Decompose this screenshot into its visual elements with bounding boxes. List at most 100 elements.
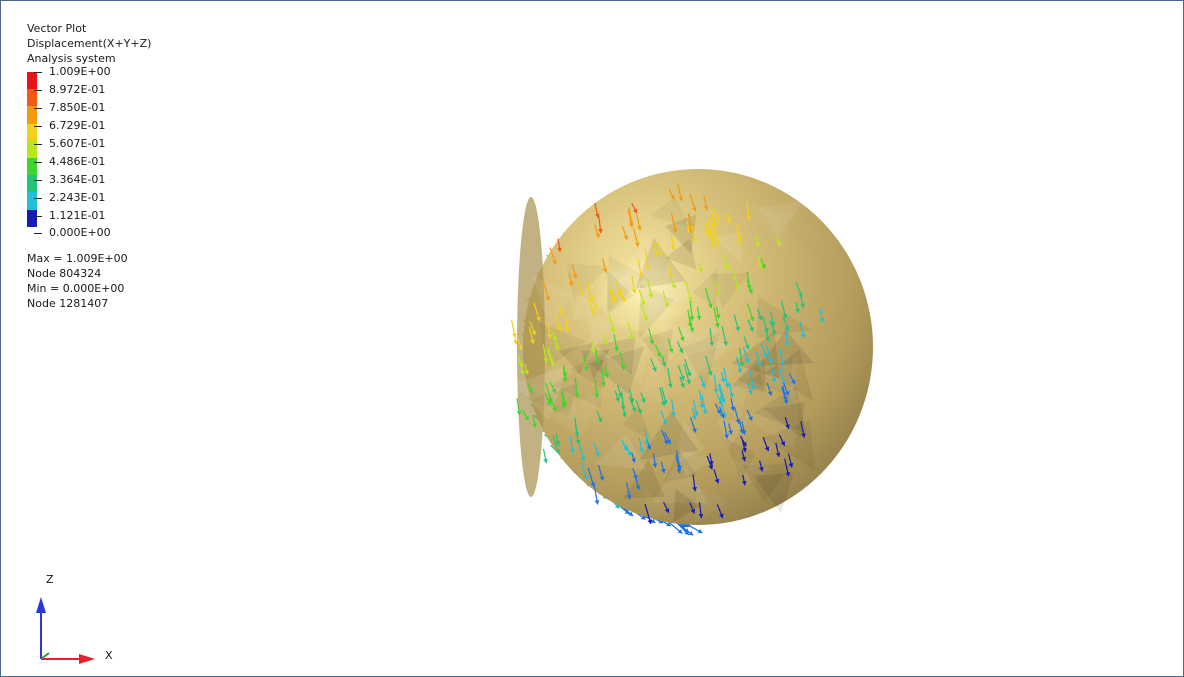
vector-arrowhead	[680, 336, 685, 342]
vector-arrowhead	[712, 238, 717, 244]
sphere-facet	[539, 322, 586, 368]
vector-arrowhead	[693, 411, 699, 416]
vector-arrowhead	[713, 388, 719, 394]
vector-arrowhead	[652, 366, 657, 372]
vector-arrowhead	[668, 273, 674, 279]
axis-triad: Z X	[29, 573, 139, 673]
vector-arrowhead	[668, 348, 674, 353]
scale-swatch	[27, 209, 37, 227]
vector-arrowhead	[779, 360, 785, 366]
vector-arrowhead	[790, 379, 796, 385]
max-value: Max = 1.009E+00	[27, 252, 128, 265]
vector-arrowhead	[574, 432, 580, 437]
vector-arrowhead	[620, 365, 626, 370]
vector-arrowhead	[735, 284, 740, 290]
vector-arrowhead	[637, 225, 642, 231]
min-node: Node 1281407	[27, 297, 109, 310]
vector-arrowhead	[650, 518, 656, 523]
vector-arrowhead	[691, 415, 697, 420]
sphere-facet	[635, 237, 686, 289]
sphere-facet	[725, 438, 756, 482]
vector-arrowhead	[748, 416, 753, 421]
vector-arrowhead	[770, 321, 776, 327]
scale-label: 3.364E-01	[49, 173, 106, 186]
vector-arrowhead	[686, 371, 692, 377]
vector-arrowhead	[741, 480, 747, 486]
legend-panel: Vector Plot Displacement(X+Y+Z) Analysis…	[27, 21, 187, 311]
max-node: Node 804324	[27, 267, 102, 280]
vector-arrowhead	[671, 283, 676, 289]
vector-arrowhead	[677, 529, 683, 534]
sphere-facet	[731, 331, 780, 379]
vector-arrowhead	[594, 393, 600, 399]
scale-label: 5.607E-01	[49, 137, 106, 150]
sphere-facet	[737, 357, 767, 392]
scale-tick	[34, 233, 42, 234]
sphere-facet	[762, 420, 815, 471]
vector-arrowhead	[564, 327, 570, 332]
vector-arrowhead	[671, 412, 676, 417]
vector-arrowhead	[801, 433, 806, 438]
vector-arrowhead	[724, 265, 730, 270]
vector-arrowhead	[784, 326, 790, 331]
vector-arrowhead	[518, 345, 523, 351]
vector-arrowhead	[784, 391, 790, 396]
sphere-facet	[665, 214, 697, 255]
vector-arrowhead	[641, 398, 646, 403]
vector-arrowhead	[599, 476, 605, 481]
vector-arrowhead	[552, 259, 557, 265]
scale-swatch	[27, 72, 37, 90]
scale-tick	[34, 162, 42, 163]
sphere-facet	[732, 358, 765, 393]
sphere-facet	[710, 272, 750, 309]
vector-arrowhead	[524, 415, 529, 421]
vector-arrowhead	[629, 398, 635, 403]
vector-arrowhead	[742, 447, 747, 453]
vector-arrowhead	[545, 296, 551, 301]
scale-label: 7.850E-01	[49, 101, 106, 114]
scale-swatch	[27, 140, 37, 158]
vector-arrowhead	[670, 194, 675, 200]
vector-arrowhead	[776, 241, 782, 246]
vector-arrowhead	[595, 452, 600, 457]
vector-arrowhead	[639, 448, 644, 453]
vector-arrowhead	[552, 406, 557, 412]
vector-arrowhead	[719, 395, 724, 400]
vector-arrowhead	[715, 241, 721, 246]
sphere-facet	[606, 255, 647, 313]
vector-arrowhead	[652, 463, 658, 468]
vector-arrowhead	[646, 445, 652, 450]
sphere-facet	[638, 411, 699, 461]
vector-arrowhead	[757, 264, 763, 269]
vector-arrowhead	[629, 223, 634, 228]
vector-arrowhead	[648, 293, 654, 299]
scale-swatch	[27, 89, 37, 107]
vector-arrowhead	[724, 383, 730, 388]
vector-arrowhead	[614, 346, 619, 352]
sphere-facets	[514, 197, 815, 523]
vector-arrowhead	[640, 300, 646, 306]
vector-arrowhead	[653, 251, 659, 256]
vector-arrowhead	[783, 399, 789, 405]
vector-arrowhead	[631, 458, 636, 463]
sphere-facet-highlight	[596, 246, 691, 336]
vector-arrowhead	[800, 333, 806, 339]
vector-arrowhead	[708, 464, 714, 470]
vector-arrowhead	[761, 263, 766, 269]
vector-arrowhead	[788, 462, 794, 468]
vector-arrowhead	[513, 340, 518, 345]
vector-arrowhead	[742, 441, 747, 447]
vector-arrowhead	[626, 451, 632, 456]
vector-arrowhead	[712, 222, 717, 228]
vector-arrowhead	[748, 389, 753, 395]
vector-arrowhead	[678, 196, 684, 202]
vector-arrowhead	[524, 370, 529, 375]
vector-arrowhead	[680, 375, 685, 381]
vector-arrowhead	[658, 519, 664, 524]
vector-arrowhead	[558, 310, 563, 315]
vector-arrowhead	[784, 342, 790, 347]
vector-arrowhead	[709, 341, 715, 346]
vector-arrowhead	[707, 303, 713, 309]
